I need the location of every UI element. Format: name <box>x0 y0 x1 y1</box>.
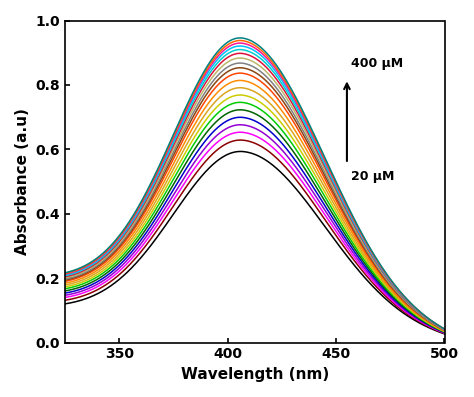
Text: 20 μM: 20 μM <box>351 170 395 183</box>
Y-axis label: Absorbance (a.u): Absorbance (a.u) <box>15 108 30 255</box>
Text: 400 μM: 400 μM <box>351 58 403 70</box>
X-axis label: Wavelength (nm): Wavelength (nm) <box>181 367 329 382</box>
